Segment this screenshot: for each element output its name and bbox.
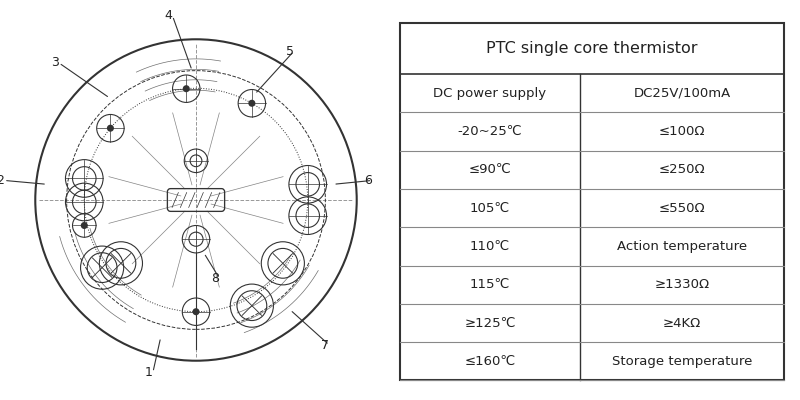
Text: DC25V/100mA: DC25V/100mA [634,87,730,100]
Text: 115℃: 115℃ [470,278,510,291]
Circle shape [193,308,199,315]
Circle shape [81,222,88,229]
Text: 105℃: 105℃ [470,202,510,215]
Text: Action temperature: Action temperature [617,240,747,253]
Text: PTC single core thermistor: PTC single core thermistor [486,41,698,56]
Text: 6: 6 [365,174,373,187]
Text: ≤90℃: ≤90℃ [469,163,511,176]
Text: ≤160℃: ≤160℃ [464,355,516,368]
Text: 4: 4 [165,9,173,22]
Text: 7: 7 [322,338,330,352]
Circle shape [248,100,255,107]
Circle shape [107,125,114,132]
Text: Storage temperature: Storage temperature [612,355,752,368]
Text: 1: 1 [145,366,153,379]
Text: -20~25℃: -20~25℃ [458,125,522,138]
Text: 110℃: 110℃ [470,240,510,253]
Text: 5: 5 [286,44,294,58]
Text: ≥125℃: ≥125℃ [464,316,516,330]
Text: ≥1330Ω: ≥1330Ω [654,278,710,291]
Text: ≤100Ω: ≤100Ω [658,125,706,138]
Text: 3: 3 [51,56,59,69]
Text: 8: 8 [211,272,219,285]
Circle shape [182,85,190,92]
Text: 2: 2 [0,174,4,187]
Text: ≤250Ω: ≤250Ω [658,163,706,176]
Text: ≥4KΩ: ≥4KΩ [663,316,701,330]
Text: ≤550Ω: ≤550Ω [658,202,706,215]
Text: DC power supply: DC power supply [434,87,546,100]
